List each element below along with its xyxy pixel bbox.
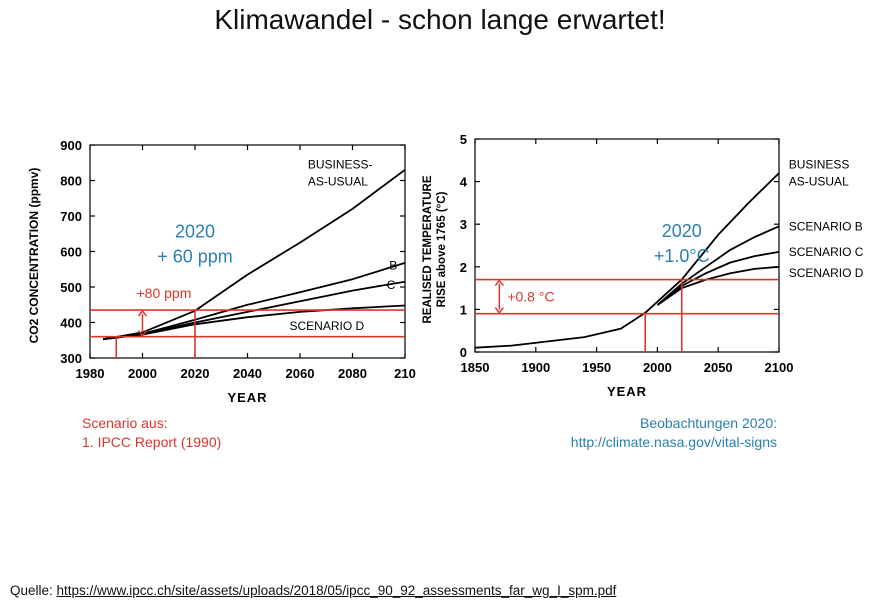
chart-0-series-label-0-0: BUSINESS- bbox=[308, 158, 373, 172]
chart-0-series-label-3-0: SCENARIO D bbox=[290, 319, 365, 333]
chart-0-main-annotation-line-1: + 60 ppm bbox=[157, 246, 233, 266]
chart-1-ytick-label-1: 1 bbox=[460, 302, 467, 317]
chart-0-xtick-label-6: 210 bbox=[394, 366, 416, 381]
chart-0-xtick-label-3: 2040 bbox=[233, 366, 262, 381]
chart-1-series-label-0-0: BUSINESS bbox=[789, 158, 850, 172]
chart-1-xtick-label-2: 1950 bbox=[582, 360, 611, 375]
chart-1-xlabel: YEAR bbox=[607, 384, 647, 399]
chart-0-series-label-1-0: B bbox=[389, 259, 397, 273]
chart-1-ytick-label-3: 3 bbox=[460, 217, 467, 232]
chart-1-ylabel-line-0: REALISED TEMPERATURE bbox=[422, 175, 434, 323]
chart-1-xtick-label-1: 1900 bbox=[521, 360, 550, 375]
observation-source-note: Beobachtungen 2020: http://climate.nasa.… bbox=[571, 414, 777, 452]
chart-1-ytick-label-2: 2 bbox=[460, 260, 467, 275]
chart-0-xtick-label-2: 2020 bbox=[181, 366, 210, 381]
scenario-source-note-line-2: 1. IPCC Report (1990) bbox=[82, 434, 222, 450]
chart-0-xtick-label-0: 1980 bbox=[76, 366, 105, 381]
chart-1-series-line-0 bbox=[474, 172, 780, 349]
chart-0-arrow-label: +80 ppm bbox=[137, 285, 192, 301]
chart-1-main-annotation-line-1: +1.0°C bbox=[654, 246, 710, 266]
chart-0-ylabel: CO2 CONCENTRATION (ppmv) bbox=[27, 168, 41, 344]
chart-0-arrow-head-down bbox=[137, 330, 148, 337]
chart-0-xtick-label-5: 2080 bbox=[338, 366, 367, 381]
chart-1-plot-frame bbox=[474, 138, 780, 353]
chart-1-series-label-3-0: SCENARIO D bbox=[789, 266, 864, 280]
chart-1-series-label-2-0: SCENARIO C bbox=[789, 245, 864, 259]
chart-1-series-label-1-0: SCENARIO B bbox=[789, 219, 863, 233]
chart-0-xtick-label-1: 2000 bbox=[128, 366, 157, 381]
chart-1-ytick-label-4: 4 bbox=[460, 175, 468, 190]
chart-0-ytick-label-5: 800 bbox=[60, 174, 82, 189]
chart-1-main-annotation-line-0: 2020 bbox=[662, 221, 702, 241]
chart-0-arrow-head-up bbox=[137, 309, 148, 317]
chart-0-ytick-label-3: 600 bbox=[60, 245, 82, 260]
chart-0-ytick-label-0: 300 bbox=[60, 351, 82, 366]
chart-0-xtick-label-4: 2060 bbox=[286, 366, 315, 381]
chart-0-xlabel: YEAR bbox=[227, 390, 267, 405]
chart-0-ytick-label-6: 900 bbox=[60, 138, 82, 153]
chart-0-ytick-label-1: 400 bbox=[60, 316, 82, 331]
chart-1-xtick-label-3: 2000 bbox=[643, 360, 672, 375]
co2-chart: 1980 2000 2020 2040 2060 2080 210 300 400 500 600 7… bbox=[27, 138, 416, 405]
source-link[interactable]: https://www.ipcc.ch/site/assets/uploads/… bbox=[56, 583, 617, 598]
chart-0-series-line-0 bbox=[102, 169, 406, 341]
chart-1-series-line-2 bbox=[656, 251, 780, 306]
chart-1-arrow-head-up bbox=[494, 279, 504, 287]
chart-1-ytick-label-5: 5 bbox=[460, 132, 467, 147]
chart-1-xtick-label-4: 2050 bbox=[704, 360, 733, 375]
chart-1-series-line-3 bbox=[656, 265, 780, 306]
chart-1-xtick-label-5: 2100 bbox=[765, 360, 794, 375]
chart-0-ytick-label-2: 500 bbox=[60, 280, 82, 295]
source-citation: Quelle: https://www.ipcc.ch/site/assets/… bbox=[10, 583, 616, 598]
chart-1-ytick-label-0: 0 bbox=[460, 345, 467, 360]
chart-1-series-label-0-1: AS-USUAL bbox=[789, 175, 849, 189]
temperature-chart: 1850 1900 1950 2000 2050 2100 0 1 2 3 4 5 YEAR REALIS… bbox=[422, 132, 864, 399]
chart-1-arrow-head-down bbox=[494, 307, 504, 314]
chart-1-series-line-1 bbox=[656, 225, 780, 306]
source-prefix: Quelle: bbox=[10, 583, 57, 598]
chart-0-main-annotation-line-0: 2020 bbox=[175, 221, 215, 241]
chart-0-series-label-0-1: AS-USUAL bbox=[308, 175, 368, 189]
observation-source-note-line-1: Beobachtungen 2020: bbox=[639, 415, 777, 431]
page-title: Klimawandel - schon lange erwartet! bbox=[214, 4, 666, 35]
chart-0-series-label-2-0: C bbox=[387, 278, 396, 292]
chart-1-xtick-label-0: 1850 bbox=[461, 360, 490, 375]
scenario-source-note: Scenario aus: 1. IPCC Report (1990) bbox=[82, 414, 221, 452]
scenario-source-note-line-1: Scenario aus: bbox=[82, 415, 168, 431]
chart-1-ylabel-line-1: RISE above 1765 (°C) bbox=[436, 191, 448, 307]
chart-0-ytick-label-4: 700 bbox=[60, 209, 82, 224]
chart-1-arrow-label: +0.8 °C bbox=[507, 289, 554, 305]
observation-source-note-line-2: http://climate.nasa.gov/vital-signs bbox=[570, 434, 777, 450]
